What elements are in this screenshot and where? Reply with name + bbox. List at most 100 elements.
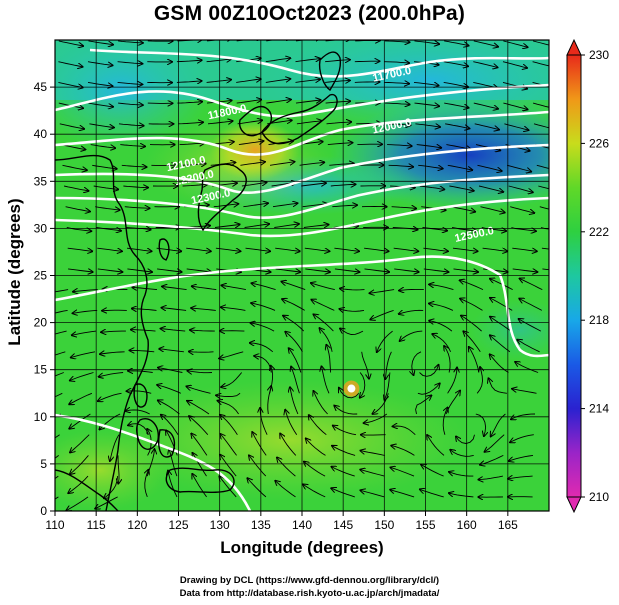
y-tick-label-40: 40 [34,127,48,141]
streamline-arrow [460,280,484,291]
streamline-arrow [473,61,497,68]
streamline-arrow [192,286,217,291]
streamline-arrow [385,351,392,379]
streamline-arrow [245,248,271,251]
streamline-arrow [384,82,409,83]
streamline-arrow [55,289,69,293]
streamline-arrow [512,269,538,272]
streamline-arrow [399,289,424,290]
x-tick-label-125: 125 [168,518,188,532]
y-axis-label: Latitude (degrees) [5,198,24,346]
streamline-arrow [449,185,473,191]
streamline-arrow [423,248,448,251]
streamline-arrow [334,269,360,272]
streamline-arrow [304,462,326,477]
streamline-arrow [485,434,505,452]
streamline-arrow [329,164,354,166]
streamline-arrow [221,372,243,388]
streamline-arrow [475,413,486,436]
streamline-arrow [221,307,246,311]
y-tick-label-20: 20 [34,316,48,330]
streamline-arrow [456,434,475,444]
streamline-arrow [517,340,540,353]
streamline-arrow [419,365,439,377]
streamline-arrow [118,124,144,126]
streamline-arrow [476,367,482,394]
streamline-arrow [295,100,321,103]
streamline-arrow [519,299,543,311]
streamline-arrow [70,372,94,381]
gridlines [55,40,549,511]
streamline-arrow [161,415,179,435]
streamline-arrow [168,471,178,498]
credit-drawing: Drawing by DCL (https://www.gfd-dennou.o… [179,575,440,586]
streamline-arrow [66,496,89,511]
streamline-arrow [303,484,326,498]
streamline-arrow [391,446,415,456]
streamline-arrow [414,41,440,44]
streamline-arrow [206,59,232,62]
streamline-arrow [117,62,143,64]
streamline-arrow [413,82,439,85]
colorbar-max-triangle [566,38,582,56]
streamline-arrow [71,351,96,358]
colorbar-label-210: 210 [589,490,609,504]
streamline-arrow [95,206,120,210]
streamline-arrow [275,248,300,251]
streamline-arrow [541,247,549,250]
streamline-arrow [177,102,202,104]
streamline-arrow [393,248,419,251]
streamline-arrow [62,164,87,170]
streamline-arrow [354,82,380,83]
streamline-arrow [295,59,321,62]
streamline-arrow [384,372,391,400]
streamline-arrow [416,145,442,148]
streamline-arrow [97,248,122,251]
streamline-arrow [55,392,63,398]
streamline-arrow [385,124,411,126]
streamline-arrow [532,61,549,67]
x-axis-ticks: 110 115 120 125 130 135 140 145 150 155 160 165 [45,511,518,532]
colorbar-label-222: 222 [589,225,609,239]
streamline-arrow [87,81,113,86]
streamline-arrow [432,334,452,352]
streamline-arrow [191,308,216,310]
streamline-arrow [502,61,527,68]
streamline-arrow [222,285,246,291]
streamline-arrow [182,184,208,186]
colorbar: 210 214 218 222 226 230 [566,38,609,514]
streamline-arrow [370,309,394,319]
streamline-arrow [360,490,385,498]
x-tick-label-130: 130 [210,518,230,532]
streamline-arrow [238,141,264,146]
streamline-arrow [55,372,64,377]
streamline-arrow [394,269,419,272]
streamline-arrow [325,60,350,62]
streamline-arrow [339,388,360,399]
streamline-arrow [377,330,393,352]
streamline-arrow [251,303,276,311]
streamline-arrow [322,366,330,394]
streamline-arrow [508,476,533,479]
streamline-arrow [70,455,89,474]
y-tick-label-0: 0 [40,504,47,518]
streamline-arrow [445,123,469,129]
streamline-arrow [415,124,440,127]
streamline-arrow [118,41,143,43]
streamline-arrow [73,310,98,313]
streamline-arrow [444,346,451,373]
streamline-arrow [542,268,549,271]
streamline-arrow [443,81,468,87]
credit-data: Data from http://database.rish.kyoto-u.a… [179,588,440,599]
streamline-arrow [515,362,539,373]
streamline-arrow [399,310,424,314]
streamline-arrow [309,415,327,436]
streamline-arrow [360,451,385,456]
y-tick-label-30: 30 [34,221,48,235]
streamline-arrow [236,100,262,104]
streamline-arrow [533,123,549,129]
streamline-arrow [429,304,454,311]
streamline-arrow [55,330,67,335]
streamline-arrow [131,330,156,332]
